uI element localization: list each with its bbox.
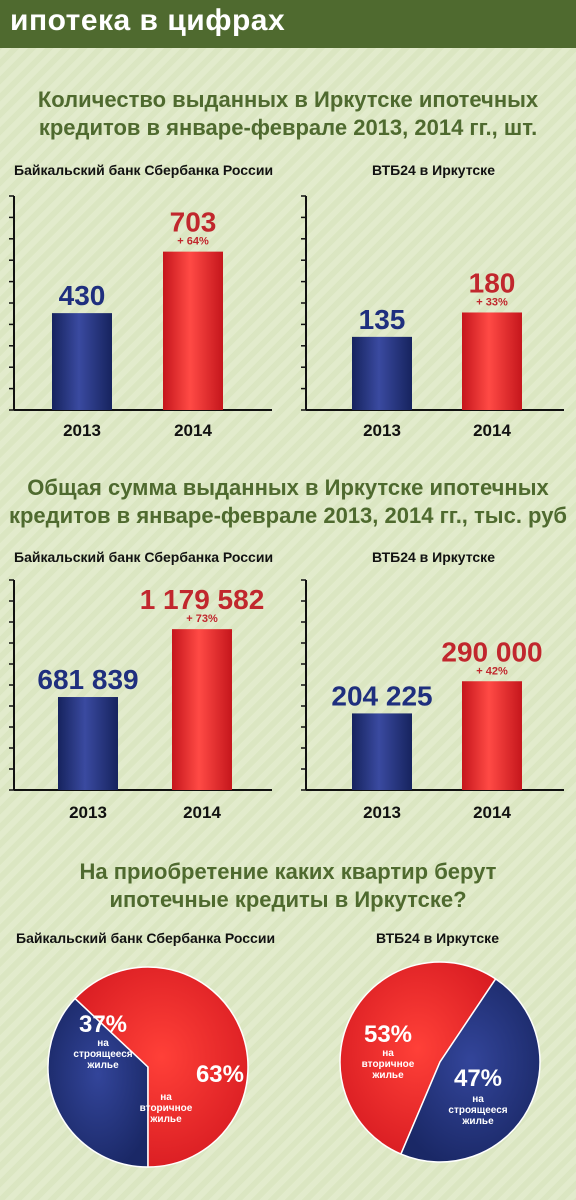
pie1-label-secondary: 63% на вторичное жилье — [120, 1061, 270, 1126]
section-sum-title: Общая сумма выданных в Иркутске ипотечны… — [0, 474, 576, 530]
chart1-category-label-2013: 2013 — [63, 421, 101, 440]
chart2-value-label-2013: 135 — [359, 304, 406, 335]
section-pie-title: На приобретение каких квартир берут ипот… — [0, 858, 576, 914]
section-pie-title-line1: На приобретение каких квартир берут — [79, 859, 497, 884]
pie1-sub-construction: на строящееся жилье — [73, 1038, 133, 1071]
pie2-pct-secondary: 53% — [363, 1021, 413, 1048]
chart3-annotation-2014: + 73% — [186, 613, 218, 625]
chart6-title: ВТБ24 в Иркутске — [376, 930, 499, 946]
pie1-slice-1 — [74, 966, 249, 1168]
chart1-title: Байкальский банк Сбербанка России — [14, 162, 274, 178]
section-count-title: Количество выданных в Иркутске ипотечных… — [0, 86, 576, 142]
chart4-bar-2013 — [352, 713, 412, 790]
chart2-bar-2013 — [352, 336, 412, 410]
chart3-category-label-2013: 2013 — [69, 803, 107, 822]
pie1-pct-construction: 37% — [78, 1011, 128, 1038]
chart3-category-label-2014: 2014 — [183, 803, 221, 822]
page-title: ипотека в цифрах — [10, 4, 286, 37]
chart1-category-label-2014: 2014 — [174, 421, 212, 440]
section-sum-title-line1: Общая сумма выданных в Иркутске ипотечны… — [27, 475, 549, 500]
chart1-bar-2013 — [52, 313, 112, 410]
pie2-sub-construction: на строящееся жилье — [448, 1094, 508, 1127]
chart2-value-label-2014: 180 — [469, 267, 516, 298]
pie2-pct-construction: 47% — [453, 1065, 503, 1092]
section-count-title-line2: кредитов в январе-феврале 2013, 2014 гг.… — [38, 115, 538, 140]
pie1-label-construction: 37% на строящееся жилье — [48, 1011, 158, 1072]
section-pie-title-line2: ипотечные кредиты в Иркутске? — [109, 887, 467, 912]
pie1-slice-0 — [47, 997, 149, 1168]
chart2-title: ВТБ24 в Иркутске — [372, 162, 495, 178]
pie2-label-construction: 47% на строящееся жилье — [428, 1065, 528, 1128]
pie1-pct-secondary: 63% — [195, 1061, 244, 1088]
chart4-category-label-2013: 2013 — [363, 803, 401, 822]
chart1-annotation-2014: + 64% — [177, 236, 209, 248]
chart4-value-label-2013: 204 225 — [331, 680, 432, 711]
pie1-sub-secondary: на вторичное жилье — [139, 1092, 193, 1125]
chart3-value-label-2014: 1 179 582 — [140, 584, 265, 615]
pie2-slice-1 — [399, 977, 541, 1163]
chart4-category-label-2014: 2014 — [473, 803, 511, 822]
chart3-title: Байкальский банк Сбербанка России — [14, 549, 274, 565]
section-sum-title-line2: кредитов в январе-феврале 2013, 2014 гг.… — [8, 503, 568, 528]
chart5-title: Байкальский банк Сбербанка России — [16, 930, 276, 946]
chart4-annotation-2014: + 42% — [476, 665, 508, 677]
pie2-label-secondary: 53% на вторичное жилье — [340, 1021, 436, 1082]
chart3-bar-2013 — [58, 697, 118, 790]
section-count-title-line1: Количество выданных в Иркутске ипотечных — [37, 87, 539, 112]
pie2-slice-0 — [339, 961, 497, 1156]
pie2-sub-secondary: на вторичное жилье — [361, 1048, 415, 1081]
chart1-value-label-2014: 703 — [170, 207, 217, 238]
chart4-bar-2014 — [462, 681, 522, 790]
chart3-value-label-2013: 681 839 — [37, 664, 138, 695]
chart2-bar-2014 — [462, 312, 522, 410]
chart2-category-label-2013: 2013 — [363, 421, 401, 440]
chart4-value-label-2014: 290 000 — [441, 636, 542, 667]
chart3-bar-2014 — [172, 629, 232, 790]
chart4-title: ВТБ24 в Иркутске — [372, 549, 495, 565]
chart2-category-label-2014: 2014 — [473, 421, 511, 440]
header-bar: ипотека в цифрах — [0, 0, 576, 48]
chart2-annotation-2014: + 33% — [476, 296, 508, 308]
chart1-bar-2014 — [163, 251, 223, 410]
chart1-value-label-2013: 430 — [59, 280, 106, 311]
